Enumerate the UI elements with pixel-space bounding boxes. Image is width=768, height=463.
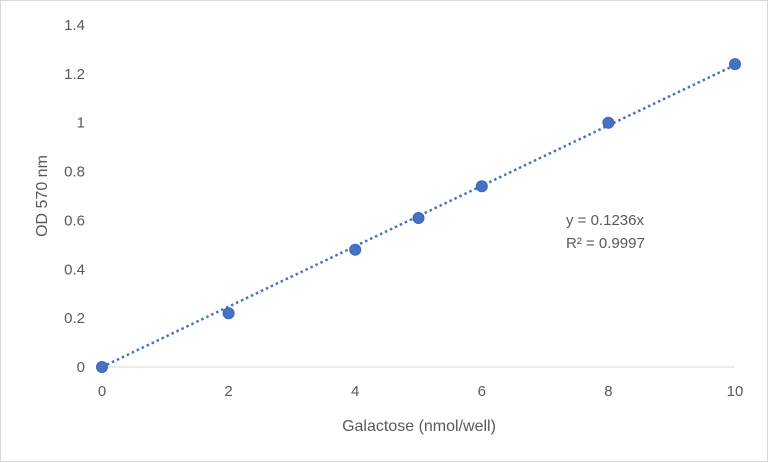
data-point <box>222 307 235 320</box>
x-axis-title: Galactose (nmol/well) <box>342 418 496 435</box>
y-tick-label: 0 <box>77 359 85 376</box>
data-point <box>475 180 488 193</box>
y-tick-label: 0.2 <box>64 310 85 327</box>
y-axis-title: OD 570 nm <box>34 155 51 237</box>
x-tick-label: 6 <box>478 383 486 400</box>
y-tick-label: 1 <box>77 115 85 132</box>
x-tick-label: 10 <box>727 383 744 400</box>
x-tick-label: 0 <box>98 383 106 400</box>
data-point <box>412 211 425 224</box>
x-tick-label: 8 <box>604 383 612 400</box>
y-tick-label: 0.4 <box>64 261 85 278</box>
x-tick-label: 4 <box>351 383 359 400</box>
data-point <box>349 243 362 256</box>
data-point <box>729 58 741 71</box>
data-point <box>602 116 615 129</box>
x-tick-label: 2 <box>224 383 232 400</box>
y-tick-label: 0.8 <box>64 164 85 181</box>
y-tick-label: 0.6 <box>64 212 85 229</box>
data-point <box>96 361 108 373</box>
trendline <box>101 63 736 369</box>
r-squared-label: R² = 0.9997 <box>566 235 645 252</box>
trendline-equation: y = 0.1236x <box>566 212 644 229</box>
y-tick-label: 1.2 <box>64 66 85 83</box>
y-tick-label: 1.4 <box>64 17 85 34</box>
